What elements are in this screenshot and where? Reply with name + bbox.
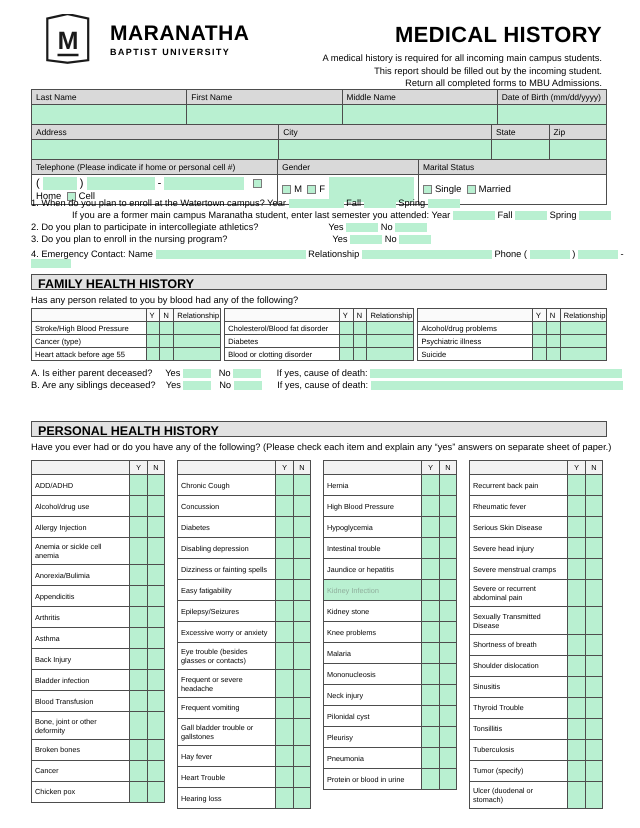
svg-text:M: M (58, 27, 79, 55)
